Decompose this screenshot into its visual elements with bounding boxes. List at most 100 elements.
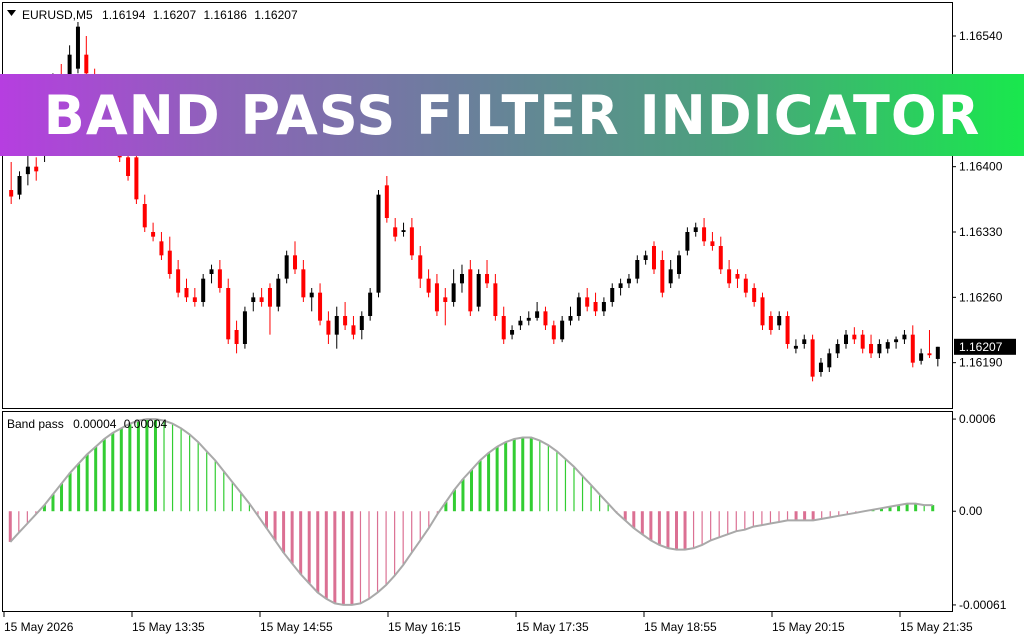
indicator-tick-label: 0.0006	[959, 412, 996, 426]
candle	[209, 264, 214, 284]
candle	[434, 274, 439, 316]
candle	[835, 339, 840, 358]
indicator-info: Band pass 0.00004 0.00004	[7, 417, 168, 431]
candle	[401, 222, 406, 237]
candle	[409, 218, 414, 260]
candle	[192, 288, 197, 307]
candle	[301, 260, 306, 302]
candle	[9, 162, 14, 204]
indicator-window-frame	[2, 411, 953, 612]
candle	[802, 334, 807, 349]
candle	[660, 250, 665, 298]
low-value: 1.16186	[204, 8, 248, 22]
candle	[593, 292, 598, 316]
time-tick-label: 15 May 18:55	[644, 620, 717, 634]
candle	[17, 171, 22, 200]
candle	[159, 232, 164, 260]
candle	[184, 278, 189, 302]
price-tick-label: 1.16400	[959, 160, 1003, 174]
time-tick-label: 15 May 13:35	[132, 620, 205, 634]
time-axis: 15 May 2026 15 May 13:35 15 May 14:55 15 Ma…	[3, 611, 973, 634]
candle	[75, 22, 80, 74]
candle	[902, 330, 907, 344]
candle	[894, 336, 899, 349]
indicator-value-axis: 0.0006 0.00 -0.00061	[952, 412, 1007, 612]
candle	[718, 236, 723, 274]
candle	[217, 260, 222, 293]
collapse-triangle-icon[interactable]	[7, 10, 16, 16]
candle	[869, 334, 874, 358]
candle	[877, 339, 882, 358]
candle	[860, 330, 865, 354]
candle	[768, 311, 773, 335]
candle	[234, 320, 239, 354]
candle	[852, 327, 857, 344]
candle	[651, 241, 656, 274]
candle	[376, 190, 381, 298]
price-tick-label: 1.16190	[959, 356, 1003, 370]
current-price-label: 1.16207	[959, 340, 1003, 354]
candle	[727, 260, 732, 288]
candle	[543, 306, 548, 330]
candle	[710, 232, 715, 251]
candle	[702, 218, 707, 246]
indicator-tick-label: 0.00	[959, 504, 983, 518]
candle	[935, 346, 940, 367]
main-chart-frame	[2, 2, 953, 409]
candle	[827, 348, 832, 372]
indicator-name: Band pass	[7, 417, 64, 431]
price-tick-label: 1.16540	[959, 29, 1003, 43]
time-tick-label: 15 May 14:55	[260, 620, 333, 634]
candle	[576, 292, 581, 321]
candle	[510, 325, 515, 340]
candle	[267, 283, 272, 335]
candle	[535, 302, 540, 321]
candle	[601, 297, 606, 316]
candle	[927, 330, 932, 358]
time-tick-label: 15 May 20:15	[772, 620, 845, 634]
candle	[643, 250, 648, 265]
candle	[242, 306, 247, 349]
candle	[585, 288, 590, 312]
candle	[610, 283, 615, 307]
candle	[518, 316, 523, 330]
candle	[810, 334, 815, 382]
candle	[293, 241, 298, 274]
candle	[284, 250, 289, 284]
candle	[34, 157, 39, 181]
close-value: 1.16207	[254, 8, 298, 22]
candle	[318, 283, 323, 326]
candle	[785, 311, 790, 349]
candle	[334, 306, 339, 349]
candle	[426, 269, 431, 298]
main-price-axis: 1.16540 1.16400 1.16330 1.16260 1.16190 1.162…	[952, 29, 1016, 370]
candle	[485, 260, 490, 288]
candle	[735, 269, 740, 288]
candle	[743, 274, 748, 298]
open-value: 1.16194	[102, 8, 146, 22]
banner-title: BAND PASS FILTER INDICATOR	[43, 83, 981, 147]
svg-text:Band pass 0.00004: Band pass 0.00004 0.00004	[7, 417, 168, 431]
candle	[551, 320, 556, 344]
candle	[493, 274, 498, 321]
candle	[685, 227, 690, 256]
candle	[501, 306, 506, 344]
symbol-name: EURUSD,M5	[22, 8, 93, 22]
candle	[793, 339, 798, 354]
candle	[885, 339, 890, 354]
candle	[359, 311, 364, 340]
candle	[476, 269, 481, 312]
candle	[635, 255, 640, 284]
candle	[468, 260, 473, 316]
candle	[443, 288, 448, 326]
candle	[167, 236, 172, 279]
band-pass-line	[9, 418, 933, 606]
candle	[384, 176, 389, 223]
svg-text:EURUSD,M5 1.16194: EURUSD,M5 1.16194 1.16207 1.16186 1.1620…	[22, 8, 298, 22]
candle	[226, 278, 231, 344]
candle	[276, 274, 281, 312]
candle	[309, 288, 314, 312]
candle	[568, 306, 573, 326]
candle	[368, 288, 373, 321]
